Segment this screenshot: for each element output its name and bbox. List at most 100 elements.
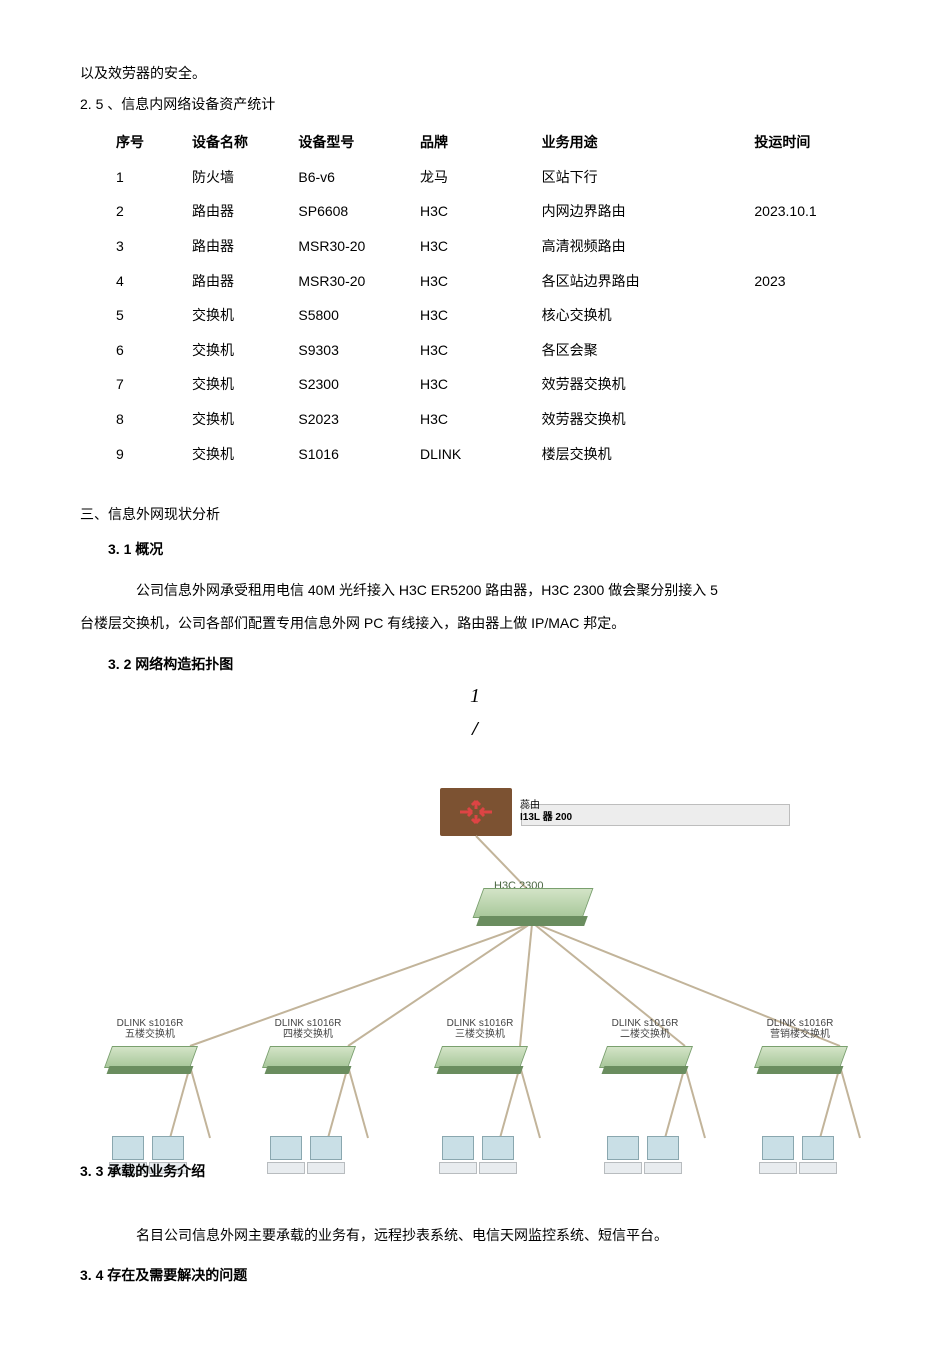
table-cell: 1 <box>110 160 186 195</box>
table-row: 3路由器MSR30-20H3C高清视频路由 <box>110 229 870 264</box>
section-3-3-body: 名目公司信息外网主要承载的业务有，远程抄表系统、电信天网监控系统、短信平台。 <box>108 1222 870 1249</box>
floor-switch-label: DLINK s1016R三楼交换机 <box>425 1018 535 1041</box>
table-cell: 交换机 <box>186 333 292 368</box>
table-cell: 5 <box>110 298 186 333</box>
table-cell: S9303 <box>292 333 414 368</box>
table-cell: 9 <box>110 437 186 472</box>
table-cell <box>748 298 870 333</box>
table-cell: H3C <box>414 298 536 333</box>
table-cell: S1016 <box>292 437 414 472</box>
floor-switch-icon <box>104 1046 198 1068</box>
central-switch-base <box>476 916 588 926</box>
table-cell: 2023.10.1 <box>748 194 870 229</box>
pc-icon <box>798 1136 838 1174</box>
table-cell: H3C <box>414 367 536 402</box>
table-cell: 路由器 <box>186 229 292 264</box>
table-header-row: 序号 设备名称 设备型号 品牌 业务用途 投运时间 <box>110 125 870 160</box>
table-cell: 楼层交换机 <box>536 437 749 472</box>
floor-switch-base <box>107 1066 194 1074</box>
table-row: 1防火墙B6-v6龙马区站下行 <box>110 160 870 195</box>
section-3-1-body-1: 公司信息外网承受租用电信 40M 光纤接入 H3C ER5200 路由器，H3C… <box>108 576 870 604</box>
table-row: 2路由器SP6608H3C内网边界路由2023.10.1 <box>110 194 870 229</box>
table-cell: 路由器 <box>186 264 292 299</box>
table-cell: 交换机 <box>186 367 292 402</box>
table-cell: H3C <box>414 264 536 299</box>
table-cell: 各区站边界路由 <box>536 264 749 299</box>
floor-switch-label: DLINK s1016R四楼交换机 <box>253 1018 363 1041</box>
pc-icon <box>603 1136 643 1174</box>
table-cell: 各区会聚 <box>536 333 749 368</box>
para-top: 以及效劳器的安全。 <box>80 60 870 87</box>
table-cell: MSR30-20 <box>292 264 414 299</box>
pc-icon <box>478 1136 518 1174</box>
pc-icon <box>438 1136 478 1174</box>
table-cell: 交换机 <box>186 298 292 333</box>
th-seq: 序号 <box>110 125 186 160</box>
table-cell <box>748 229 870 264</box>
table-cell: H3C <box>414 229 536 264</box>
th-name: 设备名称 <box>186 125 292 160</box>
table-cell: 核心交换机 <box>536 298 749 333</box>
table-cell <box>748 160 870 195</box>
th-use: 业务用途 <box>536 125 749 160</box>
section-3-title: 三、信息外网现状分析 <box>80 501 870 528</box>
pc-icon <box>643 1136 683 1174</box>
table-row: 8交换机S2023H3C效劳器交换机 <box>110 402 870 437</box>
table-cell <box>748 333 870 368</box>
central-switch-icon <box>473 888 594 918</box>
table-cell: S2300 <box>292 367 414 402</box>
table-cell: MSR30-20 <box>292 229 414 264</box>
page-number: 1 <box>80 684 870 708</box>
table-cell: H3C <box>414 402 536 437</box>
table-row: 7交换机S2300H3C效劳器交换机 <box>110 367 870 402</box>
section-3-2-title: 3. 2 网络构造拓扑图 <box>108 651 870 678</box>
floor-switch-icon <box>262 1046 356 1068</box>
floor-switch-icon <box>599 1046 693 1068</box>
table-cell: 7 <box>110 367 186 402</box>
table-cell: 2 <box>110 194 186 229</box>
asset-table: 序号 设备名称 设备型号 品牌 业务用途 投运时间 1防火墙B6-v6龙马区站下… <box>110 125 870 471</box>
section-3-1-body-2: 台楼层交换机，公司各部们配置专用信息外网 PC 有线接入，路由器上做 IP/MA… <box>80 610 870 637</box>
table-cell: 8 <box>110 402 186 437</box>
floor-switch-label: DLINK s1016R营销楼交换机 <box>745 1018 855 1041</box>
table-cell: 交换机 <box>186 402 292 437</box>
table-row: 9交换机S1016DLINK楼层交换机 <box>110 437 870 472</box>
th-brand: 品牌 <box>414 125 536 160</box>
table-cell <box>748 402 870 437</box>
floor-switch-label: DLINK s1016R二楼交换机 <box>590 1018 700 1041</box>
table-cell <box>748 367 870 402</box>
table-row: 5交换机S5800H3C核心交换机 <box>110 298 870 333</box>
section-3-4-title: 3. 4 存在及需要解决的问题 <box>80 1262 870 1289</box>
pc-icon <box>306 1136 346 1174</box>
table-cell: 路由器 <box>186 194 292 229</box>
table-row: 4路由器MSR30-20H3C各区站边界路由2023 <box>110 264 870 299</box>
table-cell: 区站下行 <box>536 160 749 195</box>
table-cell: 3 <box>110 229 186 264</box>
section-2-5-title: 2. 5 、信息内网络设备资产统计 <box>80 91 870 118</box>
floor-switch-base <box>437 1066 524 1074</box>
table-cell: 高清视频路由 <box>536 229 749 264</box>
table-cell: H3C <box>414 333 536 368</box>
floor-switch-base <box>602 1066 689 1074</box>
table-cell: 6 <box>110 333 186 368</box>
topology-diagram: 蕊由 I13L 器 200 H3C 2300 <box>80 768 870 1208</box>
table-cell: S5800 <box>292 298 414 333</box>
th-model: 设备型号 <box>292 125 414 160</box>
table-cell: B6-v6 <box>292 160 414 195</box>
table-cell: SP6608 <box>292 194 414 229</box>
table-cell: S2023 <box>292 402 414 437</box>
table-cell: DLINK <box>414 437 536 472</box>
th-date: 投运时间 <box>748 125 870 160</box>
floor-switch-base <box>265 1066 352 1074</box>
table-cell: H3C <box>414 194 536 229</box>
section-3-1-title: 3. 1 概况 <box>108 536 870 563</box>
table-cell: 2023 <box>748 264 870 299</box>
floor-switch-base <box>757 1066 844 1074</box>
floor-switch-label: DLINK s1016R五楼交换机 <box>95 1018 205 1041</box>
table-cell <box>748 437 870 472</box>
floor-switch-icon <box>754 1046 848 1068</box>
page-slash: / <box>80 710 870 748</box>
pc-icon <box>266 1136 306 1174</box>
table-cell: 交换机 <box>186 437 292 472</box>
table-cell: 效劳器交换机 <box>536 367 749 402</box>
